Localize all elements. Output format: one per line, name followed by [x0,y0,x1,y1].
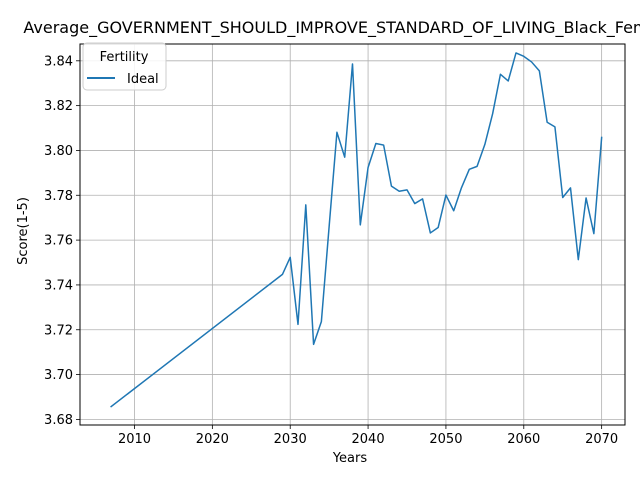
series-line-ideal [110,52,603,408]
y-axis: 3.68 3.70 3.72 3.74 3.76 3.78 3.80 3.82 3.84 [44,54,80,428]
chart-title: Average_GOVERNMENT_SHOULD_IMPROVE_STANDA… [23,18,640,38]
y-tick-label: 3.76 [44,234,73,249]
x-tick-label: 2060 [507,432,540,447]
y-tick-label: 3.78 [44,189,73,204]
x-tick-label: 2010 [118,432,151,447]
y-tick-label: 3.68 [44,413,73,428]
x-axis: 2010 2020 2030 2040 2050 2060 2070 [118,425,618,447]
grid [80,44,625,425]
y-tick-label: 3.82 [44,99,73,114]
plot-frame [79,43,626,426]
x-axis-title: Years [332,451,368,466]
x-tick-label: 2050 [429,432,462,447]
y-tick-label: 3.72 [44,323,73,338]
legend: Fertility Ideal [82,42,167,91]
y-axis-title: Score(1-5) [16,197,31,265]
x-tick-label: 2070 [585,432,618,447]
legend-title: Fertility [100,50,149,65]
x-tick-label: 2040 [352,432,385,447]
y-tick-label: 3.74 [44,278,73,293]
y-tick-label: 3.80 [44,144,73,159]
x-tick-label: 2020 [196,432,229,447]
series-layer [110,52,603,408]
y-tick-label: 3.70 [44,368,73,383]
x-tick-label: 2030 [274,432,307,447]
y-tick-label: 3.84 [44,54,73,69]
legend-label-ideal: Ideal [127,72,159,87]
